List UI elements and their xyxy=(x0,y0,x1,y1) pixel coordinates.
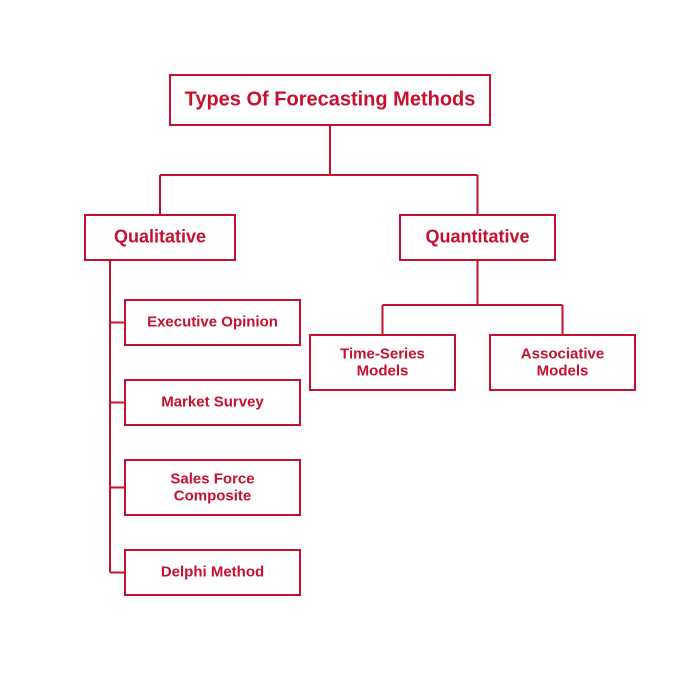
leaf-node-0-3-label: Delphi Method xyxy=(161,563,264,580)
leaf-node-0-0-label: Executive Opinion xyxy=(147,313,278,330)
branch-node-1-label: Quantitative xyxy=(425,226,529,246)
forecasting-tree-diagram: Types Of Forecasting Methods Qualitative E… xyxy=(0,0,700,700)
root-node-label: Types Of Forecasting Methods xyxy=(185,88,476,110)
branch-node-0-label: Qualitative xyxy=(114,226,206,246)
leaf-node-0-2-label: Sales ForceComposite xyxy=(170,470,254,504)
leaf-node-0-1-label: Market Survey xyxy=(161,393,264,410)
